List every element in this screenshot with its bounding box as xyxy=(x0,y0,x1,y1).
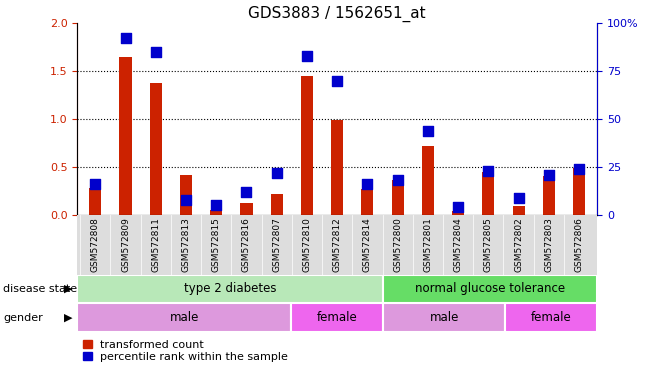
Point xyxy=(544,172,554,178)
Bar xyxy=(383,303,505,332)
Text: ▶: ▶ xyxy=(64,313,72,323)
Text: GSM572801: GSM572801 xyxy=(423,217,432,272)
Bar xyxy=(180,175,192,215)
Point xyxy=(362,181,373,187)
Text: GSM572810: GSM572810 xyxy=(303,217,311,272)
Bar xyxy=(452,211,464,215)
Text: GSM572805: GSM572805 xyxy=(484,217,493,272)
Point xyxy=(180,197,191,203)
Text: GSM572813: GSM572813 xyxy=(182,217,191,272)
Point xyxy=(513,195,524,201)
Text: GSM572804: GSM572804 xyxy=(454,217,462,271)
Point xyxy=(301,53,312,59)
Point xyxy=(150,49,161,55)
Bar xyxy=(573,168,585,215)
Point xyxy=(241,189,252,195)
Text: normal glucose tolerance: normal glucose tolerance xyxy=(415,283,565,295)
Bar xyxy=(422,146,434,215)
Point xyxy=(271,170,282,176)
Text: GSM572808: GSM572808 xyxy=(91,217,100,272)
Point xyxy=(90,181,101,187)
Text: GSM572811: GSM572811 xyxy=(151,217,160,272)
Bar xyxy=(505,303,597,332)
Point xyxy=(483,168,494,174)
Bar xyxy=(301,76,313,215)
Text: GSM572815: GSM572815 xyxy=(212,217,221,272)
Text: ▶: ▶ xyxy=(64,284,72,294)
Point xyxy=(393,177,403,184)
Text: gender: gender xyxy=(3,313,43,323)
Text: GSM572803: GSM572803 xyxy=(544,217,554,272)
Bar xyxy=(270,194,282,215)
Bar xyxy=(240,203,252,215)
Bar xyxy=(331,120,344,215)
Bar xyxy=(543,176,555,215)
Bar xyxy=(513,207,525,215)
Bar xyxy=(89,188,101,215)
Text: GSM572816: GSM572816 xyxy=(242,217,251,272)
Text: type 2 diabetes: type 2 diabetes xyxy=(184,283,276,295)
Text: GSM572809: GSM572809 xyxy=(121,217,130,272)
Point xyxy=(574,166,584,172)
Text: GSM572807: GSM572807 xyxy=(272,217,281,272)
Text: GSM572812: GSM572812 xyxy=(333,217,342,271)
Bar xyxy=(383,275,597,303)
Bar xyxy=(291,303,383,332)
Text: female: female xyxy=(531,311,572,324)
Text: GSM572802: GSM572802 xyxy=(514,217,523,271)
Point xyxy=(211,202,221,209)
Bar xyxy=(362,189,374,215)
Legend: transformed count, percentile rank within the sample: transformed count, percentile rank withi… xyxy=(83,339,289,362)
Bar xyxy=(210,210,222,215)
Point xyxy=(423,127,433,134)
Text: female: female xyxy=(317,311,358,324)
Text: male: male xyxy=(170,311,199,324)
Bar xyxy=(482,172,495,215)
Bar xyxy=(150,83,162,215)
Title: GDS3883 / 1562651_at: GDS3883 / 1562651_at xyxy=(248,5,426,22)
Text: disease state: disease state xyxy=(3,284,77,294)
Text: GSM572806: GSM572806 xyxy=(574,217,584,272)
Text: GSM572814: GSM572814 xyxy=(363,217,372,271)
Point xyxy=(120,35,131,41)
Point xyxy=(332,78,343,84)
Text: male: male xyxy=(429,311,459,324)
Bar xyxy=(119,56,132,215)
Bar xyxy=(77,275,383,303)
Bar xyxy=(392,180,404,215)
Bar xyxy=(77,303,291,332)
Point xyxy=(453,204,464,210)
Text: GSM572800: GSM572800 xyxy=(393,217,402,272)
